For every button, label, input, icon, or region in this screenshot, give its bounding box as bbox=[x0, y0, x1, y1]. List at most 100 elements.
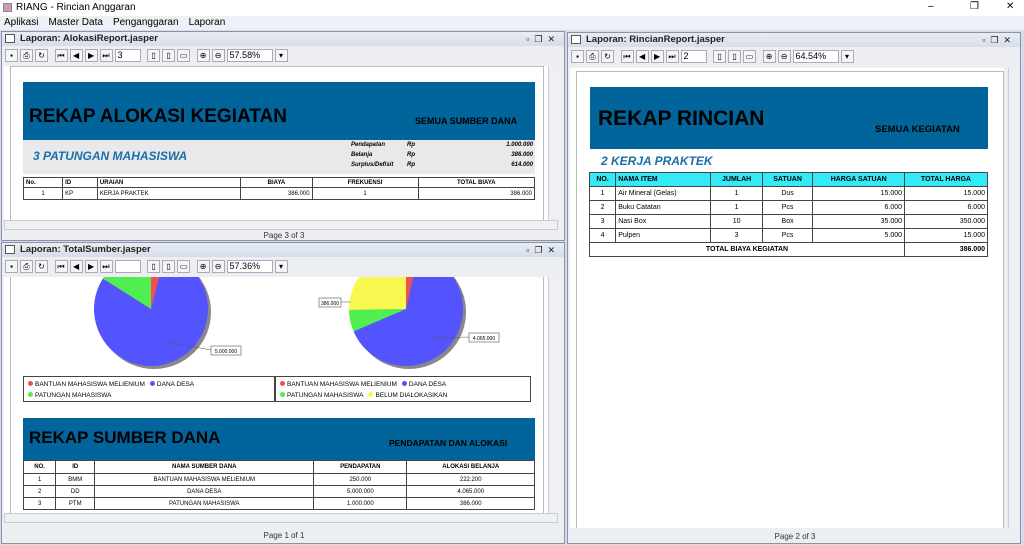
table-cell: 222.200 bbox=[406, 473, 535, 486]
maximize-button[interactable]: ❐ bbox=[970, 1, 979, 12]
menu-laporan[interactable]: Laporan bbox=[188, 17, 226, 28]
save-icon[interactable]: ▪ bbox=[5, 48, 18, 62]
last-page-icon[interactable]: ⏭ bbox=[665, 49, 679, 63]
report-subtitle: SEMUA KEGIATAN bbox=[875, 124, 960, 135]
pie2-legend: BANTUAN MAHASISWA MELIENIUM DANA DESA PATU… bbox=[275, 376, 531, 402]
zoom-select[interactable]: 57.58% bbox=[226, 48, 273, 62]
column-header: SATUAN bbox=[761, 172, 814, 187]
next-page-icon[interactable]: ▶ bbox=[84, 48, 98, 62]
save-icon[interactable]: ▪ bbox=[571, 49, 584, 63]
fit-page-icon[interactable]: ▯ bbox=[728, 49, 742, 63]
first-page-icon[interactable]: ⏮ bbox=[54, 259, 68, 273]
zoom-out-icon[interactable]: ⊖ bbox=[211, 259, 225, 273]
table-cell: 386.000 bbox=[406, 497, 535, 510]
report-header-band: REKAP RINCIAN SEMUA KEGIATAN bbox=[590, 87, 988, 149]
table-cell: Buku Catatan bbox=[615, 200, 712, 215]
frame-buttons[interactable]: ▫❐✕ bbox=[982, 35, 1016, 45]
minimize-button[interactable]: – bbox=[928, 1, 934, 12]
actual-size-icon[interactable]: ▯ bbox=[147, 259, 161, 273]
viewer-toolbar: ▪ ⎙ ↻ ⏮ ◀ ▶ ⏭ 2 ▯ ▯ ▭ ⊕ ⊖ 64.54% ▾ bbox=[568, 47, 1020, 65]
table-cell: BMM bbox=[55, 473, 96, 486]
menu-penganggaran[interactable]: Penganggaran bbox=[112, 17, 179, 28]
last-page-icon[interactable]: ⏭ bbox=[99, 48, 113, 62]
zoom-select[interactable]: 64.54% bbox=[792, 49, 839, 63]
fit-width-icon[interactable]: ▭ bbox=[177, 48, 191, 62]
legend-label: BANTUAN MAHASISWA MELIENIUM bbox=[35, 381, 145, 388]
report-page: REKAP RINCIAN SEMUA KEGIATAN 2 KERJA PRA… bbox=[576, 71, 1004, 528]
reload-icon[interactable]: ↻ bbox=[35, 48, 48, 62]
chevron-down-icon[interactable]: ▾ bbox=[840, 49, 854, 63]
zoom-select[interactable]: 57.36% bbox=[226, 259, 273, 273]
page-input[interactable]: 3 bbox=[114, 48, 141, 62]
report-page: REKAP ALOKASI KEGIATAN SEMUA SUMBER DANA… bbox=[10, 66, 544, 220]
legend-dot-icon bbox=[28, 392, 33, 397]
save-icon[interactable]: ▪ bbox=[5, 259, 18, 273]
chevron-down-icon[interactable]: ▾ bbox=[274, 259, 288, 273]
fit-page-icon[interactable]: ▯ bbox=[162, 259, 176, 273]
actual-size-icon[interactable]: ▯ bbox=[713, 49, 727, 63]
next-page-icon[interactable]: ▶ bbox=[650, 49, 664, 63]
zoom-out-icon[interactable]: ⊖ bbox=[211, 48, 225, 62]
reload-icon[interactable]: ↻ bbox=[601, 49, 614, 63]
frame-buttons[interactable]: ▫❐✕ bbox=[526, 34, 560, 44]
summary-label: Surplus/Defisit bbox=[351, 162, 394, 168]
menu-master-data[interactable]: Master Data bbox=[48, 17, 103, 28]
legend-label: PATUNGAN MAHASISWA bbox=[287, 392, 364, 399]
frame-titlebar[interactable]: Laporan: AlokasiReport.jasper ▫❐✕ bbox=[2, 32, 564, 46]
column-header: FREKUENSI bbox=[311, 177, 419, 188]
summary-value: 1.000.000 bbox=[506, 142, 533, 148]
horizontal-scrollbar[interactable] bbox=[4, 220, 558, 230]
fit-width-icon[interactable]: ▭ bbox=[743, 49, 757, 63]
next-page-icon[interactable]: ▶ bbox=[84, 259, 98, 273]
prev-page-icon[interactable]: ◀ bbox=[69, 259, 83, 273]
table-cell: KERJA PRAKTEK bbox=[96, 187, 242, 200]
frame-titlebar[interactable]: Laporan: RincianReport.jasper ▫❐✕ bbox=[568, 33, 1020, 47]
column-header: NO. bbox=[588, 172, 617, 187]
legend-dot-icon bbox=[280, 381, 285, 386]
pie-slice bbox=[406, 277, 414, 309]
chevron-down-icon[interactable]: ▾ bbox=[274, 48, 288, 62]
frame-icon bbox=[571, 35, 581, 44]
prev-page-icon[interactable]: ◀ bbox=[69, 48, 83, 62]
first-page-icon[interactable]: ⏮ bbox=[54, 48, 68, 62]
reload-icon[interactable]: ↻ bbox=[35, 259, 48, 273]
zoom-in-icon[interactable]: ⊕ bbox=[196, 259, 210, 273]
fit-width-icon[interactable]: ▭ bbox=[177, 259, 191, 273]
table-cell: Nasi Box bbox=[615, 214, 712, 229]
table-cell: 6.000 bbox=[904, 200, 988, 215]
print-icon[interactable]: ⎙ bbox=[20, 48, 33, 62]
print-icon[interactable]: ⎙ bbox=[586, 49, 599, 63]
summary-row: Pendapatan Rp 1.000.000 bbox=[351, 142, 533, 152]
prev-page-icon[interactable]: ◀ bbox=[635, 49, 649, 63]
zoom-in-icon[interactable]: ⊕ bbox=[762, 49, 776, 63]
alokasi-table: No. ID URAIAN BIAYA FREKUENSI TOTAL BIAYA 1 KP K… bbox=[22, 177, 536, 200]
zoom-out-icon[interactable]: ⊖ bbox=[777, 49, 791, 63]
legend-label: DANA DESA bbox=[156, 381, 195, 388]
horizontal-scrollbar[interactable] bbox=[4, 513, 558, 523]
section-title: 2 KERJA PRAKTEK bbox=[601, 154, 713, 168]
report-header-band: REKAP SUMBER DANA PENDAPATAN DAN ALOKASI bbox=[23, 418, 535, 460]
label-box bbox=[468, 332, 500, 343]
page-input[interactable]: 2 bbox=[680, 49, 707, 63]
first-page-icon[interactable]: ⏮ bbox=[620, 49, 634, 63]
table-cell: 350.000 bbox=[904, 214, 988, 229]
print-icon[interactable]: ⎙ bbox=[20, 259, 33, 273]
column-header: BIAYA bbox=[240, 177, 313, 188]
frame-buttons[interactable]: ▫❐✕ bbox=[526, 245, 560, 255]
pie-slice bbox=[102, 277, 151, 309]
page-input[interactable] bbox=[114, 259, 141, 273]
zoom-in-icon[interactable]: ⊕ bbox=[196, 48, 210, 62]
column-header: TOTAL BIAYA bbox=[417, 177, 536, 188]
close-button[interactable]: ✕ bbox=[1006, 1, 1015, 12]
vertical-scrollbar[interactable] bbox=[548, 66, 558, 220]
fit-page-icon[interactable]: ▯ bbox=[162, 48, 176, 62]
column-header: ID bbox=[62, 177, 98, 188]
actual-size-icon[interactable]: ▯ bbox=[147, 48, 161, 62]
report-subtitle: PENDAPATAN DAN ALOKASI bbox=[389, 438, 508, 448]
vertical-scrollbar[interactable] bbox=[548, 277, 558, 513]
frame-titlebar[interactable]: Laporan: TotalSumber.jasper ▫❐✕ bbox=[2, 243, 564, 257]
rincian-report-frame: Laporan: RincianReport.jasper ▫❐✕ ▪ ⎙ ↻ ⏮ ◀ ▶… bbox=[567, 32, 1021, 544]
vertical-scrollbar[interactable] bbox=[1008, 68, 1018, 528]
last-page-icon[interactable]: ⏭ bbox=[99, 259, 113, 273]
menu-aplikasi[interactable]: Aplikasi bbox=[4, 17, 39, 28]
